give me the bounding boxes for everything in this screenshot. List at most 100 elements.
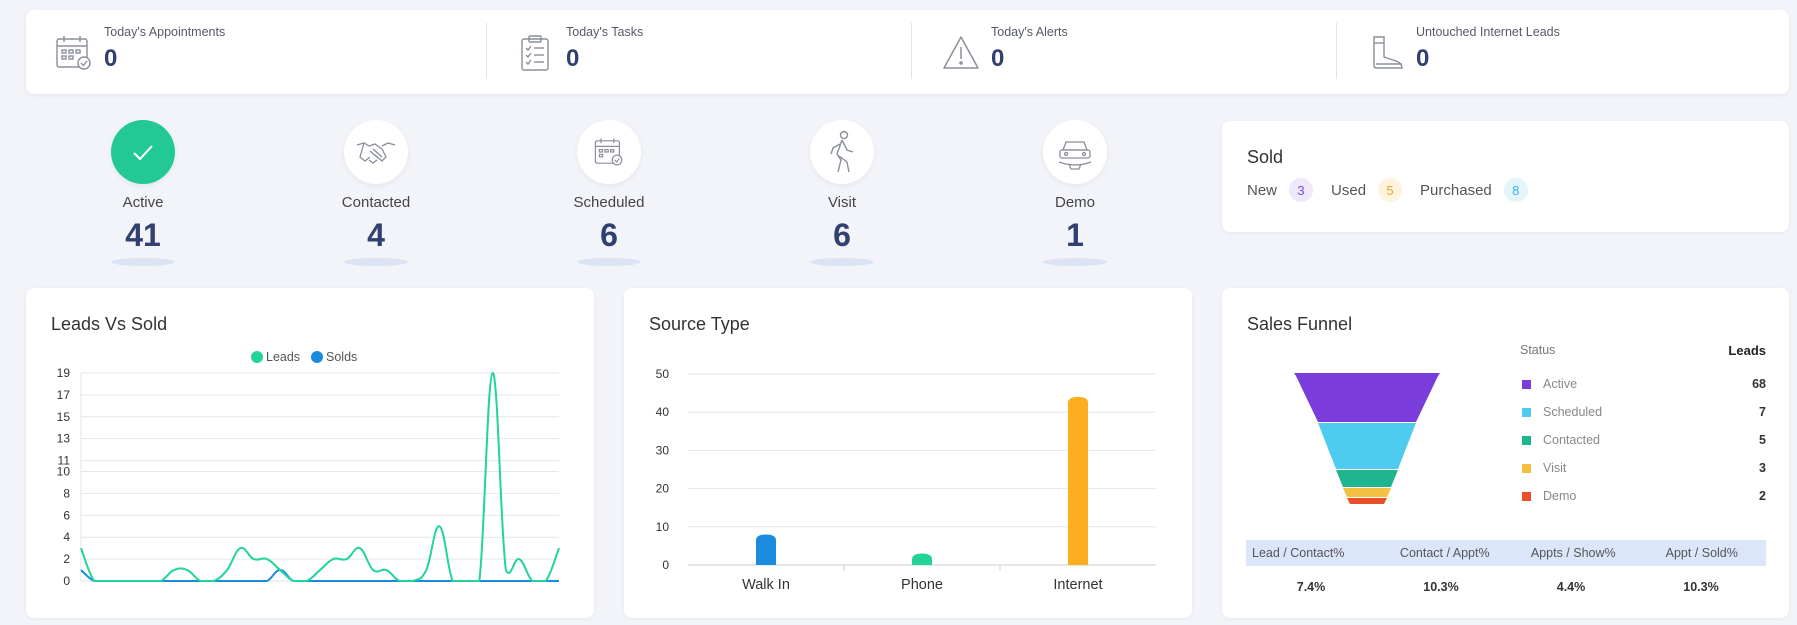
series-line-leads[interactable]: [80, 371, 560, 582]
funnel-row-value: 5: [1759, 433, 1766, 447]
leads-vs-sold-card: Leads Vs Sold Leads Solds 0 2 4 6 8 10 11 13 15 1…: [26, 288, 594, 618]
sales-funnel-title: Sales Funnel: [1247, 314, 1353, 334]
funnel-row-scheduled[interactable]: Scheduled 7: [1520, 398, 1766, 426]
status-value: 6: [833, 217, 851, 253]
sold-purchased-label: Purchased: [1420, 181, 1492, 199]
summary-alerts[interactable]: Today's Alerts 0: [911, 23, 1336, 79]
funnel-row-value: 7: [1759, 405, 1766, 419]
funnel-row-active[interactable]: Active 68: [1520, 370, 1766, 398]
metric-header: Lead / Contact%: [1252, 546, 1345, 560]
metrics-header-row: Lead / Contact% Contact / Appt% Appts / …: [1246, 540, 1766, 566]
funnel-row-contacted[interactable]: Contacted 5: [1520, 426, 1766, 454]
summary-label: Today's Appointments: [104, 25, 226, 39]
sold-new-badge: 3: [1289, 178, 1314, 202]
funnel-row-value: 2: [1759, 489, 1766, 503]
chart-grid: [81, 372, 559, 582]
legend-solds-label[interactable]: Solds: [326, 350, 357, 364]
chart-legend[interactable]: Leads Solds: [251, 350, 357, 364]
source-type-title: Source Type: [649, 314, 750, 334]
status-value: 1: [1066, 217, 1084, 253]
sold-new-label: New: [1247, 181, 1278, 199]
status-demo[interactable]: Demo 1: [1015, 120, 1135, 266]
y-tick-label: 4: [63, 530, 70, 544]
legend-swatch: [1522, 435, 1531, 445]
sales-funnel-card: Sales Funnel Status Leads Active 68 Sche…: [1222, 288, 1789, 618]
legend-swatch: [1522, 491, 1531, 501]
legend-leads-swatch: [251, 351, 263, 363]
status-visit[interactable]: Visit 6: [782, 120, 902, 266]
y-tick-label: 0: [662, 558, 669, 572]
legend-swatch: [1522, 407, 1531, 417]
status-label: Visit: [827, 194, 857, 211]
funnel-row-label: Scheduled: [1543, 405, 1603, 419]
y-tick-label: 2: [63, 552, 70, 566]
summary-tasks[interactable]: Today's Tasks 0: [486, 23, 911, 79]
status-circle[interactable]: [810, 120, 874, 184]
legend-leads-label[interactable]: Leads: [266, 350, 300, 364]
source-type-chart[interactable]: 0 10 20 30 40 50 Walk In Phone Internet: [624, 288, 1192, 618]
status-circle[interactable]: [111, 120, 175, 184]
series-line-solds[interactable]: [80, 569, 559, 582]
clipboard-list-icon: [521, 35, 549, 71]
y-tick-label: 13: [57, 432, 71, 446]
summary-appointments[interactable]: Today's Appointments 0: [26, 25, 486, 79]
summary-value: 0: [991, 45, 1005, 72]
funnel-row-label: Demo: [1543, 489, 1577, 503]
legend-swatch: [1522, 379, 1531, 389]
walking-person-icon: [830, 130, 854, 173]
funnel-row-visit[interactable]: Visit 3: [1520, 454, 1766, 482]
status-shadow: [344, 258, 408, 266]
funnel-row-value: 68: [1752, 377, 1766, 391]
x-tick-label: Phone: [901, 577, 943, 593]
status-value: 6: [600, 217, 618, 253]
y-tick-label: 40: [656, 405, 670, 419]
status-circle[interactable]: [1043, 120, 1107, 184]
status-label: Contacted: [341, 194, 411, 211]
y-tick-label: 10: [57, 465, 71, 479]
funnel-row-value: 3: [1759, 461, 1766, 475]
status-shadow: [1043, 258, 1107, 266]
funnel-row-demo[interactable]: Demo 2: [1520, 482, 1766, 510]
funnel-segment-active[interactable]: [1294, 373, 1440, 422]
funnel-chart[interactable]: [1292, 373, 1492, 523]
sold-title: Sold: [1247, 147, 1284, 167]
bar-walk-in[interactable]: [756, 534, 776, 565]
warning-triangle-icon: [943, 36, 979, 69]
status-active[interactable]: Active 41: [83, 120, 203, 266]
summary-label: Today's Alerts: [991, 25, 1068, 39]
metric-value: 10.3%: [1683, 580, 1719, 594]
summary-label: Untouched Internet Leads: [1416, 25, 1560, 39]
check-icon: [133, 145, 153, 161]
status-circle[interactable]: [577, 120, 641, 184]
bar-phone[interactable]: [912, 553, 932, 565]
y-tick-label: 0: [63, 574, 70, 588]
funnel-segment-contacted[interactable]: [1336, 470, 1398, 487]
sold-purchased-badge: 8: [1503, 178, 1528, 202]
funnel-segment-demo[interactable]: [1347, 498, 1387, 504]
funnel-segment-visit[interactable]: [1343, 488, 1391, 497]
metric-header: Appts / Show%: [1530, 546, 1616, 560]
source-type-card: Source Type 0 10 20 30 40 50 Walk In Phone Inter…: [624, 288, 1192, 618]
y-tick-label: 15: [57, 410, 71, 424]
status-scheduled[interactable]: Scheduled 6: [549, 120, 669, 266]
calendar-check-icon: [594, 138, 623, 166]
y-tick-label: 11: [58, 454, 71, 468]
handshake-icon: [356, 142, 396, 164]
y-tick-label: 19: [57, 366, 71, 380]
status-circle[interactable]: [344, 120, 408, 184]
y-tick-label: 20: [656, 482, 670, 496]
summary-untouched-leads[interactable]: Untouched Internet Leads 0: [1336, 23, 1756, 79]
status-shadow: [577, 258, 641, 266]
funnel-segment-scheduled[interactable]: [1318, 423, 1416, 469]
funnel-row-label: Visit: [1543, 461, 1567, 475]
status-contacted[interactable]: Contacted 4: [316, 120, 436, 266]
bar-internet[interactable]: [1068, 396, 1088, 565]
metric-header: Appt / Sold%: [1665, 546, 1738, 560]
y-tick-label: 8: [63, 486, 70, 500]
status-label: Demo: [1054, 194, 1095, 211]
status-value: 4: [367, 217, 385, 253]
car-icon: [1058, 141, 1092, 170]
summary-value: 0: [104, 45, 118, 72]
x-tick-label: Internet: [1053, 577, 1102, 593]
